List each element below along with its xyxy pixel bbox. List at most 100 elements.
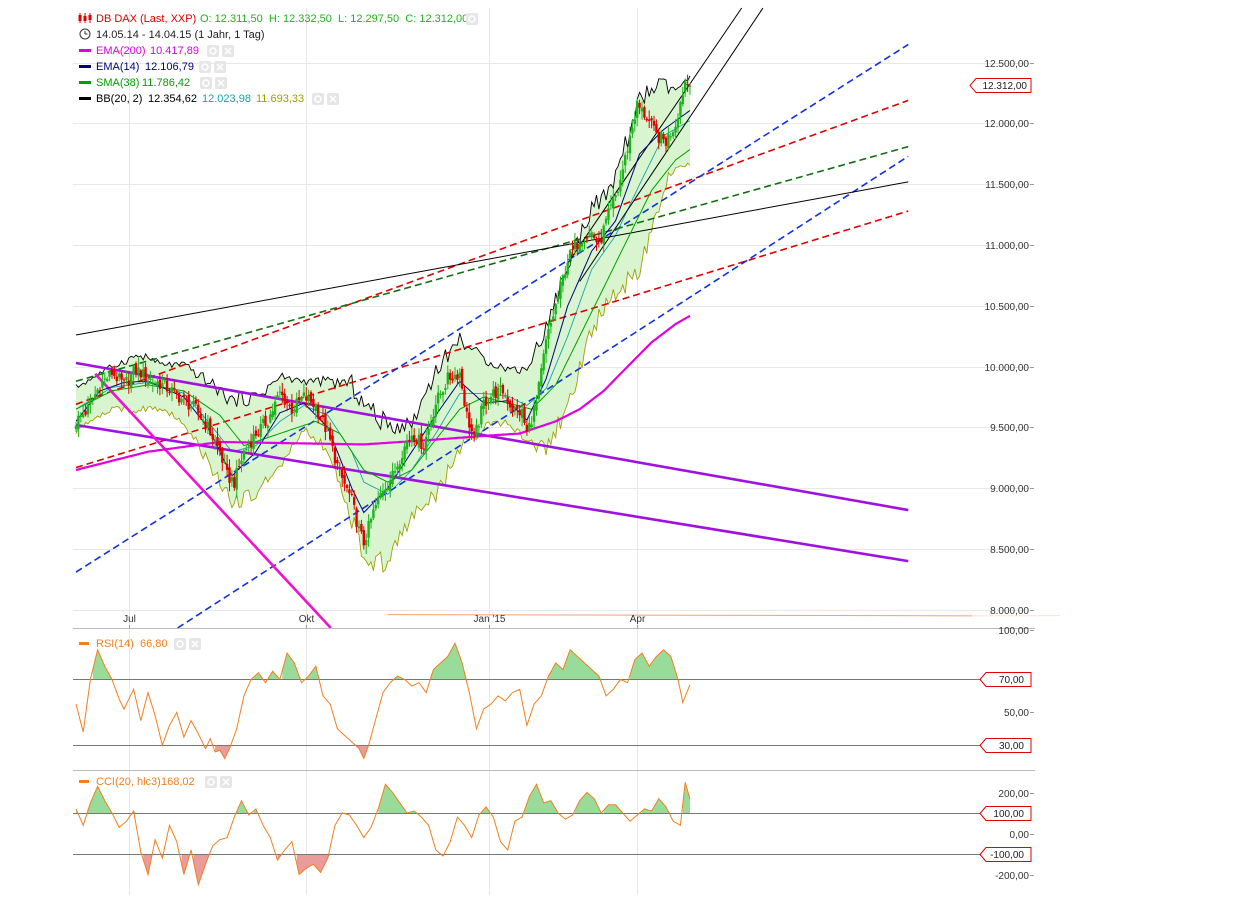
candle-body xyxy=(92,399,94,400)
settings-icon[interactable] xyxy=(312,93,324,105)
candle-body xyxy=(284,394,286,405)
rsi-swatch xyxy=(79,642,89,645)
ema200-value: 10.417,89 xyxy=(150,45,199,57)
sma38-swatch xyxy=(79,81,91,84)
candle-body xyxy=(346,485,348,488)
candle-body xyxy=(202,420,204,421)
candle-body xyxy=(135,363,137,373)
legend-ema200[interactable]: EMA(200) 10.417,89 xyxy=(79,45,234,57)
candle-body xyxy=(84,411,86,415)
settings-icon[interactable] xyxy=(466,13,478,25)
trend-line-black xyxy=(76,182,908,335)
candle-body xyxy=(248,445,250,446)
candle xyxy=(538,381,540,401)
legend-sma38[interactable]: SMA(38) 11.786,42 xyxy=(79,77,227,89)
bb-label: BB(20, 2) xyxy=(96,93,142,105)
candle-body xyxy=(260,424,262,437)
legend-bb[interactable]: BB(20, 2) 12.354,62 12.023,98 11.693,33 xyxy=(79,93,339,105)
settings-icon[interactable] xyxy=(207,45,219,57)
candle-body xyxy=(236,468,238,490)
level-label: -100,00 xyxy=(990,850,1024,861)
candle-body xyxy=(116,377,118,382)
candle-body xyxy=(401,458,403,464)
candle-body xyxy=(200,414,202,419)
legend-ema14[interactable]: EMA(14) 12.106,79 xyxy=(79,61,226,73)
candle-body xyxy=(99,391,101,392)
x-tick-label: Okt xyxy=(299,614,315,625)
close-icon[interactable] xyxy=(215,77,227,89)
rsi-y-tick-label: 100,00 xyxy=(998,626,1029,637)
candle-body xyxy=(183,395,185,397)
candle-body xyxy=(111,369,113,375)
cci-label: CCI(20, hlc3) xyxy=(96,776,161,788)
candle-body xyxy=(221,448,223,462)
candle-body xyxy=(487,403,489,404)
legend-cci[interactable]: CCI(20, hlc3) 168,02 xyxy=(79,776,232,788)
candle-body xyxy=(363,530,365,545)
candle-body xyxy=(329,428,331,440)
candle-body xyxy=(677,119,679,128)
candle-body xyxy=(461,369,463,389)
candle-body xyxy=(471,424,473,431)
candle-body xyxy=(120,374,122,380)
clock-icon xyxy=(80,29,90,39)
candle-body xyxy=(250,441,252,447)
candle-body xyxy=(459,373,461,378)
candle-body xyxy=(216,437,218,446)
candle-body xyxy=(305,397,307,401)
candle-body xyxy=(463,390,465,406)
candle xyxy=(480,403,482,428)
x-tick-label: Jan '15 xyxy=(474,614,506,625)
close-icon[interactable] xyxy=(189,638,201,650)
candle-body xyxy=(682,95,684,104)
candle-body xyxy=(432,417,434,425)
settings-icon[interactable] xyxy=(174,638,186,650)
legend-rsi[interactable]: RSI(14) 66,80 xyxy=(79,638,201,650)
candle-body xyxy=(82,415,84,417)
ohlc-values: O: 12.311,50 H: 12.332,50 L: 12.297,50 C… xyxy=(200,13,468,25)
candle-body xyxy=(319,419,321,420)
close-icon[interactable] xyxy=(220,776,232,788)
candle-body xyxy=(147,381,149,385)
candle-body xyxy=(101,381,103,388)
candle-body xyxy=(643,107,645,117)
x-tick-label: Apr xyxy=(630,614,646,625)
candle-body xyxy=(367,521,369,538)
candle-body xyxy=(636,101,638,118)
candle-body xyxy=(279,392,281,393)
candle-body xyxy=(593,235,595,239)
candle-body xyxy=(545,339,547,354)
close-icon[interactable] xyxy=(214,61,226,73)
candle-body xyxy=(485,397,487,406)
candle-body xyxy=(420,433,422,449)
candle-body xyxy=(310,392,312,403)
candle-body xyxy=(631,128,633,134)
candle-body xyxy=(439,394,441,395)
rsi-line xyxy=(76,643,690,758)
candle-body xyxy=(144,367,146,381)
cci-y-tick-label: 200,00 xyxy=(998,789,1029,800)
candle-body xyxy=(626,152,628,153)
close-icon[interactable] xyxy=(222,45,234,57)
y-tick-label: 8.500,00 xyxy=(990,545,1029,556)
candle-body xyxy=(478,426,480,427)
cci-overbought-fill xyxy=(642,799,671,813)
candle-body xyxy=(595,240,597,243)
candle-body xyxy=(286,401,288,404)
candle-body xyxy=(192,401,194,405)
candle-body xyxy=(317,406,319,418)
close-icon[interactable] xyxy=(327,93,339,105)
candle-body xyxy=(291,403,293,414)
rsi-level-marker: 70,00 xyxy=(980,673,1031,687)
period-label: 14.05.14 - 14.04.15 (1 Jahr, 1 Tag) xyxy=(96,29,265,41)
candle-body xyxy=(447,372,449,384)
ema200-label: EMA(200) xyxy=(96,45,146,57)
settings-icon[interactable] xyxy=(205,776,217,788)
candle-body xyxy=(307,396,309,401)
candle-body xyxy=(197,405,199,414)
settings-icon[interactable] xyxy=(199,61,211,73)
settings-icon[interactable] xyxy=(200,77,212,89)
candle-body xyxy=(468,412,470,427)
candle-body xyxy=(394,471,396,473)
